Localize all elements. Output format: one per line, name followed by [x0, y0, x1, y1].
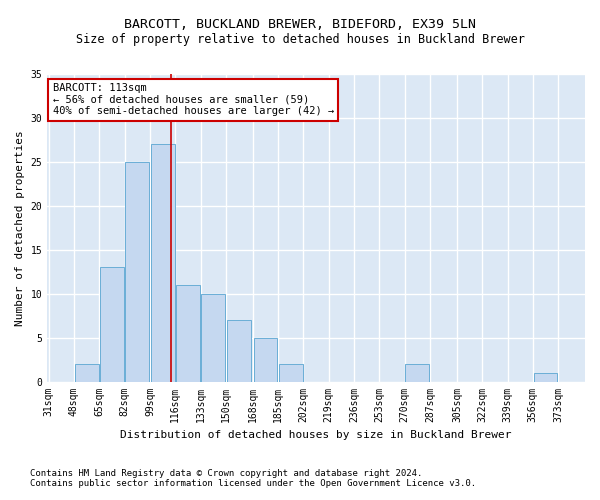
Y-axis label: Number of detached properties: Number of detached properties: [15, 130, 25, 326]
Bar: [202, 294, 225, 382]
Bar: [125, 162, 149, 382]
Text: Contains public sector information licensed under the Open Government Licence v3: Contains public sector information licen…: [30, 478, 476, 488]
X-axis label: Distribution of detached houses by size in Buckland Brewer: Distribution of detached houses by size …: [121, 430, 512, 440]
Bar: [254, 338, 277, 382]
Bar: [227, 320, 251, 382]
Bar: [279, 364, 302, 382]
Bar: [75, 364, 98, 382]
Bar: [533, 373, 557, 382]
Text: BARCOTT: 113sqm
← 56% of detached houses are smaller (59)
40% of semi-detached h: BARCOTT: 113sqm ← 56% of detached houses…: [53, 83, 334, 116]
Text: BARCOTT, BUCKLAND BREWER, BIDEFORD, EX39 5LN: BARCOTT, BUCKLAND BREWER, BIDEFORD, EX39…: [124, 18, 476, 30]
Bar: [100, 268, 124, 382]
Bar: [406, 364, 430, 382]
Text: Size of property relative to detached houses in Buckland Brewer: Size of property relative to detached ho…: [76, 32, 524, 46]
Bar: [151, 144, 175, 382]
Bar: [176, 285, 200, 382]
Text: Contains HM Land Registry data © Crown copyright and database right 2024.: Contains HM Land Registry data © Crown c…: [30, 468, 422, 477]
